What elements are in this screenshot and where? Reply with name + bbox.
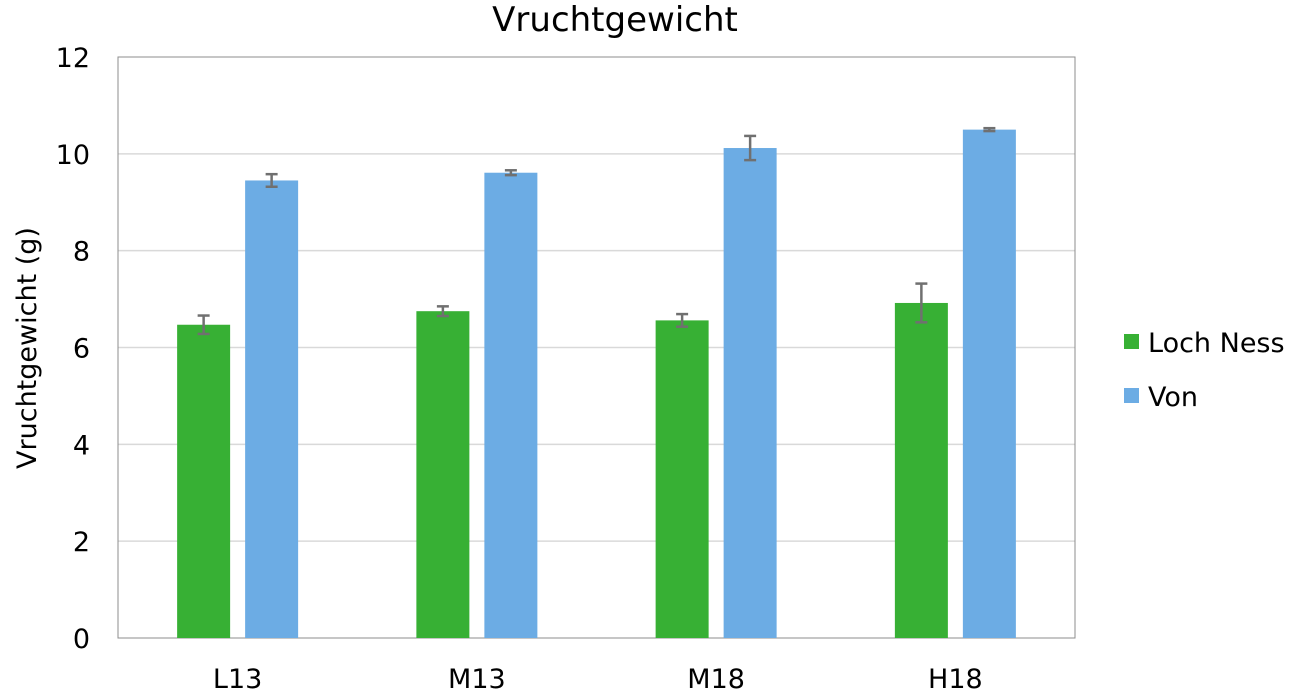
error-bars — [197, 126, 996, 336]
bar-von-m18 — [723, 148, 777, 639]
y-tick-label: 4 — [73, 430, 90, 461]
error-bar — [197, 314, 210, 336]
error-bar — [504, 169, 517, 177]
y-tick-label: 6 — [73, 334, 90, 365]
bar-loch-ness-m18 — [655, 320, 709, 638]
x-tick-label: H18 — [928, 664, 983, 695]
legend-item: Loch Ness — [1124, 328, 1285, 359]
error-bar — [983, 126, 996, 133]
y-tick-label: 10 — [56, 140, 90, 171]
error-bar — [915, 282, 928, 324]
x-tick-label: L13 — [213, 664, 262, 695]
x-axis-ticks: L13 M13 M18 H18 — [213, 664, 983, 695]
bar-von-m13 — [484, 172, 538, 639]
y-axis-label: Vruchtgewicht (g) — [12, 227, 43, 469]
error-bar — [744, 134, 757, 162]
x-tick-label: M13 — [448, 664, 506, 695]
legend-swatch — [1124, 388, 1139, 403]
bar-loch-ness-h18 — [894, 302, 948, 638]
y-tick-label: 12 — [56, 43, 90, 74]
bars — [177, 129, 1016, 639]
bar-loch-ness-m13 — [416, 311, 470, 638]
chart-title: Vruchtgewicht — [492, 0, 738, 40]
y-tick-label: 2 — [73, 527, 90, 558]
legend-label: Loch Ness — [1148, 328, 1285, 359]
bar-von-l13 — [245, 180, 299, 638]
error-bar — [265, 172, 278, 189]
legend-item: Von — [1124, 382, 1198, 413]
y-axis-ticks: 0 2 4 6 8 10 12 — [56, 43, 90, 655]
x-tick-label: M18 — [687, 664, 745, 695]
error-bar — [436, 305, 449, 318]
bar-loch-ness-l13 — [177, 324, 231, 638]
plot-area-frame — [117, 56, 1076, 639]
y-tick-label: 8 — [73, 237, 90, 268]
bar-von-h18 — [962, 129, 1016, 638]
y-tick-label: 0 — [73, 624, 90, 655]
error-bar — [676, 312, 689, 328]
legend-swatch — [1124, 334, 1139, 349]
legend: Loch Ness Von — [1124, 328, 1285, 413]
legend-label: Von — [1148, 382, 1198, 413]
